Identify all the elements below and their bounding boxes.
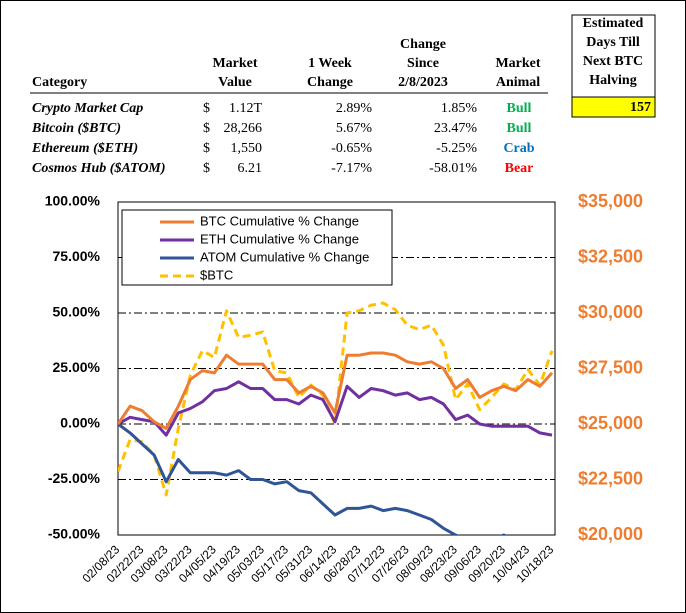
series-line <box>118 301 554 497</box>
y2-tick-label: $22,500 <box>578 468 643 488</box>
legend-label: BTC Cumulative % Change <box>200 213 359 228</box>
category: Crypto Market Cap <box>32 101 143 116</box>
currency: $ <box>203 161 210 176</box>
header-cell: Animal <box>496 75 540 90</box>
y-tick-label: 75.00% <box>53 248 101 264</box>
legend-label: ETH Cumulative % Change <box>200 231 359 246</box>
y2-tick-label: $30,000 <box>578 302 643 322</box>
currency: $ <box>203 101 210 116</box>
header-cell: Category <box>32 75 87 90</box>
market-value: 28,266 <box>224 121 263 136</box>
halving-label: Estimated <box>583 16 644 31</box>
y-tick-label: 25.00% <box>53 359 101 375</box>
since-change: -5.25% <box>436 141 477 156</box>
market-animal: Crab <box>503 141 534 156</box>
halving-value: 157 <box>630 100 651 115</box>
market-animal: Bear <box>505 161 534 176</box>
market-value: 1.12T <box>229 101 263 116</box>
header-cell: 2/8/2023 <box>398 75 448 90</box>
y-tick-label: 100.00% <box>45 193 101 209</box>
week-change: -0.65% <box>331 141 372 156</box>
category: Cosmos Hub ($ATOM) <box>32 161 166 176</box>
legend-label: ATOM Cumulative % Change <box>200 249 369 264</box>
week-change: 2.89% <box>336 101 373 116</box>
lines <box>118 301 554 535</box>
market-animal: Bull <box>507 101 532 116</box>
y2-tick-label: $32,500 <box>578 246 643 266</box>
market-animal: Bull <box>507 121 532 136</box>
market-value: 1,550 <box>231 141 263 156</box>
header-cell: Value <box>218 75 252 90</box>
y2-tick-label: $27,500 <box>578 357 643 377</box>
halving-label: Days Till <box>586 35 640 50</box>
since-change: 23.47% <box>434 121 478 136</box>
category: Ethereum ($ETH) <box>31 141 138 156</box>
since-change: -58.01% <box>429 161 477 176</box>
y-tick-label: 50.00% <box>53 304 101 320</box>
currency: $ <box>203 141 210 156</box>
y-tick-label: 0.00% <box>60 415 100 431</box>
header-cell: Change <box>307 75 353 90</box>
header-cell: Since <box>407 56 439 71</box>
halving-label: Next BTC <box>583 54 643 69</box>
header-cell: 1 Week <box>308 56 352 71</box>
header-cell: Change <box>400 37 446 52</box>
since-change: 1.85% <box>441 101 478 116</box>
series-line <box>118 351 554 430</box>
halving-value-box <box>571 96 656 118</box>
currency: $ <box>203 121 210 136</box>
market-value: 6.21 <box>238 161 263 176</box>
week-change: 5.67% <box>336 121 373 136</box>
category: Bitcoin ($BTC) <box>31 121 121 136</box>
header-cell: Market <box>212 56 257 71</box>
header-cell: Market <box>495 56 540 71</box>
legend-label: $BTC <box>200 267 233 282</box>
halving-label: Halving <box>589 73 636 88</box>
series-line <box>118 380 553 437</box>
y-tick-label: -50.00% <box>48 526 101 542</box>
y2-tick-label: $35,000 <box>578 191 643 211</box>
week-change: -7.17% <box>331 161 372 176</box>
halving-box <box>571 14 656 98</box>
y2-tick-label: $25,000 <box>578 413 643 433</box>
series-line <box>118 422 509 535</box>
y2-tick-label: $20,000 <box>578 524 643 544</box>
y-tick-label: -25.00% <box>48 470 101 486</box>
